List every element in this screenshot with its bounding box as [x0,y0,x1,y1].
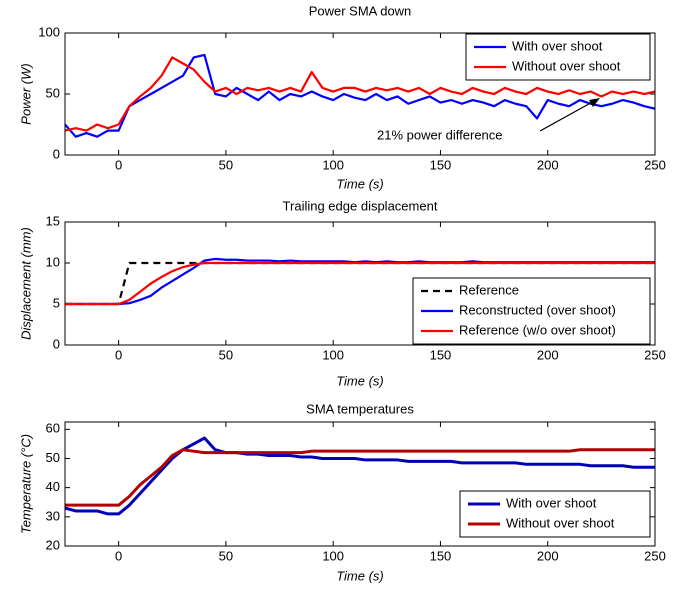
x-tick-label: 0 [115,347,122,362]
y-tick-label: 30 [46,508,60,523]
legend-label: Without over shoot [512,58,621,73]
data-line [65,261,655,306]
x-tick-label: 250 [644,157,666,172]
x-tick-label: 100 [322,347,344,362]
y-tick-label: 20 [46,537,60,552]
annotation: 21% power difference [377,127,503,142]
axes-box [64,421,656,547]
legend-label: Reconstructed (over shoot) [459,302,616,317]
y-tick-label: 100 [38,24,60,39]
x-tick-label: 0 [115,548,122,563]
annotation-arrow [539,99,597,132]
legend-label: Without over shoot [506,515,615,530]
x-tick-label: 200 [537,347,559,362]
y-tick-label: 15 [46,213,60,228]
x-axis-label: Time (s) [336,373,384,388]
x-tick-label: 250 [644,347,666,362]
data-line [64,53,656,138]
y-tick-label: 50 [46,450,60,465]
x-tick-label: 50 [219,157,233,172]
x-tick-label: 50 [219,548,233,563]
x-tick-label: 150 [430,548,452,563]
y-tick-label: 10 [46,254,60,269]
x-axis-label: Time (s) [336,568,384,583]
chart-title: Trailing edge displacement [283,198,438,213]
legend-label: With over shoot [512,38,603,53]
x-axis-label: Time (s) [336,176,384,191]
data-line [65,448,655,507]
chart-title: Power SMA down [309,3,412,18]
y-axis-label: Displacement (mm) [18,227,33,340]
x-tick-label: 100 [322,157,344,172]
x-tick-label: 100 [322,548,344,563]
x-tick-label: 200 [537,548,559,563]
x-tick-label: 250 [644,548,666,563]
data-line [64,436,655,516]
y-axis-label: Temperature (°C) [18,434,33,534]
y-tick-label: 0 [53,336,60,351]
axes-box [64,221,656,346]
y-tick-label: 40 [46,479,60,494]
x-tick-label: 0 [115,157,122,172]
legend-label: With over shoot [506,495,597,510]
x-tick-label: 200 [537,157,559,172]
y-tick-label: 60 [46,421,60,436]
legend-box [459,490,651,538]
chart-title: SMA temperatures [306,401,414,416]
legend-box [465,33,651,81]
y-tick-label: 5 [53,295,60,310]
x-tick-label: 150 [430,157,452,172]
arrow-head [589,98,600,107]
y-tick-label: 0 [53,146,60,161]
legend-label: Reference (w/o over shoot) [459,322,616,337]
y-axis-label: Power (W) [18,63,33,124]
axes-box [64,32,656,156]
x-tick-label: 150 [430,347,452,362]
x-tick-label: 50 [219,347,233,362]
data-line [64,56,656,132]
legend-label: Reference [459,282,519,297]
y-tick-label: 50 [46,85,60,100]
